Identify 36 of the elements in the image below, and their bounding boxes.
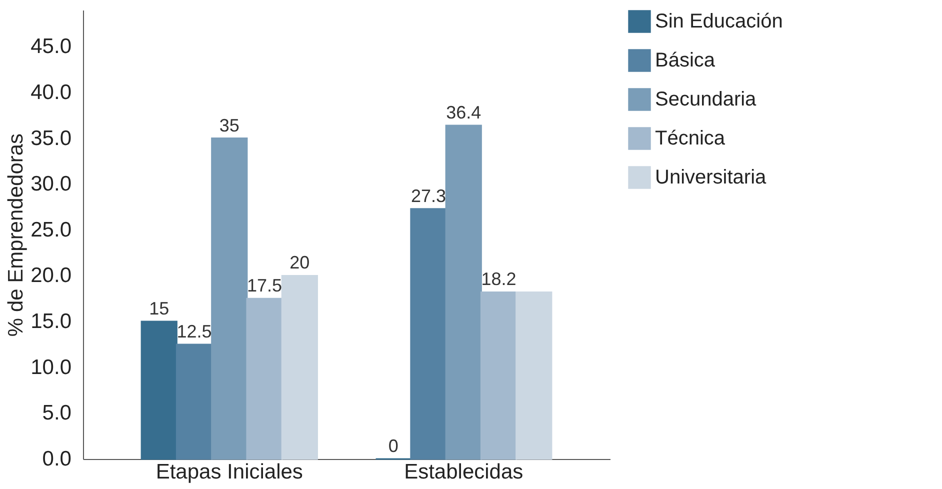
data-label: 20 [290, 252, 310, 273]
y-tick-label: 10.0 [30, 356, 72, 379]
y-tick-label: 25.0 [30, 218, 72, 242]
x-tick-label: Establecidas [404, 460, 524, 484]
bar [140, 320, 178, 460]
bar [211, 138, 248, 460]
legend-label: Sin Educación [655, 10, 783, 32]
y-tick-label: 15.0 [30, 310, 72, 334]
bar [176, 344, 213, 460]
data-label: 27.3 [410, 186, 446, 206]
bar [516, 291, 552, 460]
data-label: 15 [149, 298, 170, 319]
y-tick-label: 20.0 [30, 264, 72, 288]
data-label: 35 [219, 115, 240, 136]
data-label: 17.5 [247, 276, 282, 296]
data-label: 36.4 [446, 102, 482, 122]
y-tick-label: 30.0 [30, 172, 72, 196]
legend-label: Básica [655, 50, 716, 72]
y-tick-label: 45.0 [30, 35, 72, 58]
legend-label: Universitaria [655, 166, 768, 188]
y-tick-label: 35.0 [30, 126, 72, 150]
bar [445, 124, 482, 460]
x-tick-label: Etapas Iniciales [156, 460, 303, 484]
y-tick-label: 0.0 [42, 448, 72, 470]
bar [480, 291, 518, 460]
data-label: 0 [388, 436, 398, 456]
y-tick-label: 40.0 [30, 80, 72, 104]
legend-label: Secundaria [655, 88, 758, 110]
data-label: 12.5 [176, 321, 212, 342]
bar [246, 298, 283, 460]
bar [410, 208, 447, 460]
y-tick-label: 5.0 [42, 402, 72, 425]
legend-label: Técnica [655, 128, 726, 150]
y-axis-title: % de Emprendedoras [4, 133, 28, 337]
data-label: 18.2 [481, 269, 516, 290]
bar [281, 274, 318, 460]
